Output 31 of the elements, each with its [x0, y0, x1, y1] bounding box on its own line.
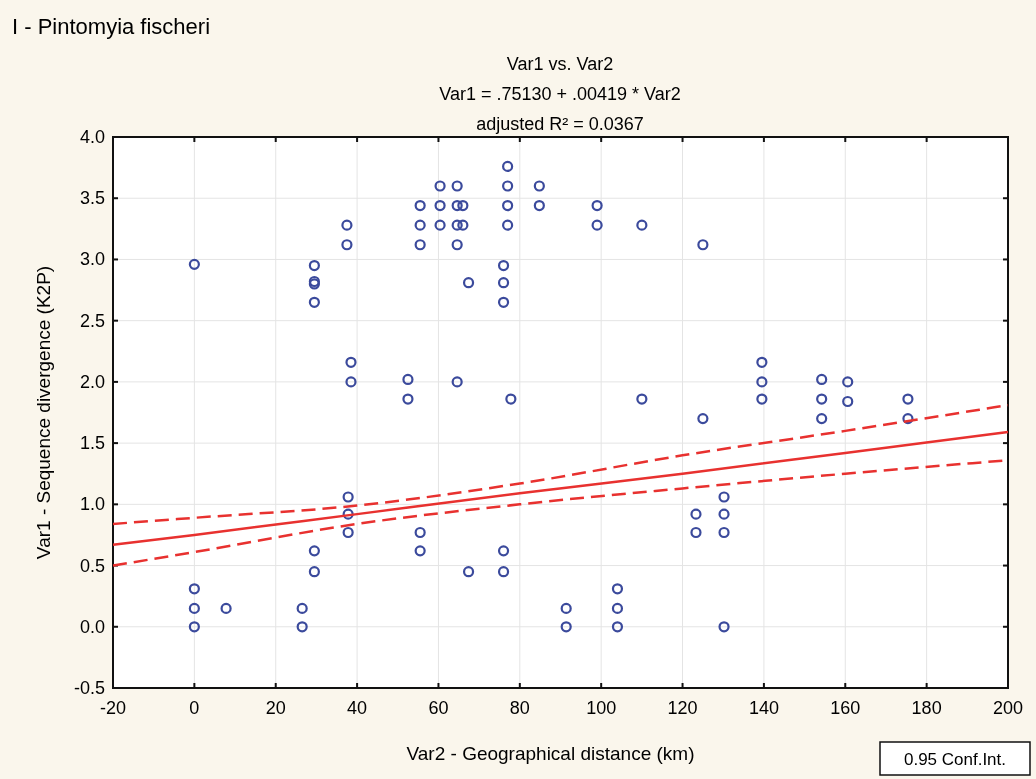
y-tick-label: 1.0 [79, 494, 105, 515]
y-tick-label: 2.5 [79, 310, 105, 331]
x-tick-label: 120 [667, 698, 698, 718]
x-tick-label: 40 [347, 698, 368, 718]
x-tick-label: 60 [428, 698, 449, 718]
y-tick-label: 2.0 [79, 371, 105, 392]
x-tick-label: 180 [911, 698, 942, 718]
x-tick-label: 20 [265, 698, 286, 718]
chart-title: I - Pintomyia fischeri [12, 14, 211, 39]
x-tick-label: 160 [830, 698, 861, 718]
line-series [111, 403, 1010, 526]
x-tick-label: -20 [99, 698, 127, 718]
x-axis-title: Var2 - Geographical distance (km) [406, 743, 695, 764]
text: adjusted R² = 0.0367 [476, 114, 644, 134]
line-series [111, 430, 1010, 546]
y-tick-label: 0.0 [79, 616, 105, 637]
x-tick-label: 80 [509, 698, 530, 718]
y-tick-label: 4.0 [79, 127, 105, 147]
text: 0.95 Conf.Int. [903, 750, 1007, 769]
y-tick-label: -0.5 [73, 678, 105, 698]
chart-subtitle: Var1 vs. Var2 [506, 54, 614, 74]
text: Var1 = .75130 + .00419 * Var2 [439, 84, 681, 104]
x-tick-label: 200 [992, 698, 1024, 718]
y-tick-label: 3.5 [79, 188, 105, 209]
y-axis-title: Var1 - Sequence divergence (K2P) [33, 265, 54, 560]
y-tick-label: 1.5 [79, 433, 105, 454]
y-tick-label: 0.5 [79, 555, 105, 576]
y-tick-label: 3.0 [79, 249, 105, 270]
x-tick-label: 140 [748, 698, 779, 718]
x-tick-label: 100 [586, 698, 617, 718]
x-tick-label: 0 [189, 698, 200, 718]
